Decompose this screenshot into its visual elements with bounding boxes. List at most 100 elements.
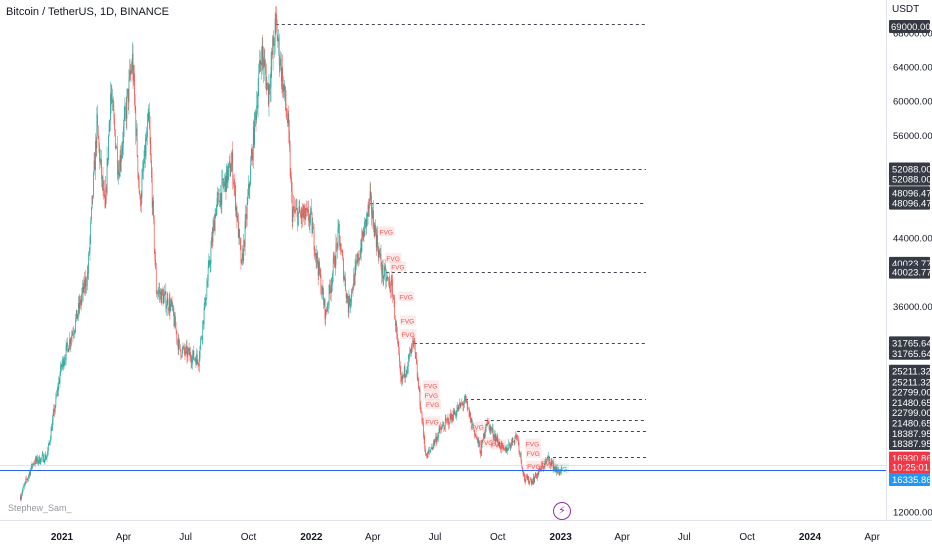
candle bbox=[389, 276, 391, 293]
candle-body bbox=[84, 278, 86, 289]
candle-body bbox=[302, 208, 303, 217]
candle-body bbox=[35, 458, 36, 465]
candle-body bbox=[316, 252, 318, 260]
candle-body bbox=[370, 191, 372, 196]
candle bbox=[471, 417, 473, 426]
candle-body bbox=[216, 198, 218, 206]
candle-body bbox=[388, 279, 390, 282]
candle-body bbox=[257, 91, 259, 109]
candle bbox=[537, 472, 538, 481]
candle bbox=[238, 221, 240, 245]
candle-body bbox=[310, 208, 312, 213]
candle-body bbox=[224, 176, 226, 182]
candle-body bbox=[119, 172, 120, 177]
candle-body bbox=[374, 224, 376, 237]
fvg-text: FVG bbox=[526, 451, 539, 458]
candle-body bbox=[50, 428, 52, 440]
candle-body bbox=[552, 461, 553, 463]
lightning-icon[interactable]: ⚡ bbox=[553, 502, 571, 520]
candle-body bbox=[276, 14, 277, 25]
candle-body bbox=[548, 455, 549, 459]
candle bbox=[98, 135, 100, 153]
candle bbox=[168, 306, 169, 315]
candle bbox=[405, 369, 407, 378]
candle bbox=[374, 221, 376, 237]
symbol-title[interactable]: Bitcoin / TetherUS, 1D, BINANCE bbox=[6, 6, 170, 18]
candle bbox=[273, 29, 275, 47]
candle-body bbox=[56, 389, 58, 395]
candle bbox=[219, 200, 221, 207]
candle-body bbox=[313, 228, 315, 251]
candle-body bbox=[267, 83, 268, 84]
candle bbox=[522, 468, 524, 477]
candle bbox=[524, 472, 525, 483]
candle bbox=[351, 288, 352, 307]
candle-body bbox=[301, 208, 303, 219]
candle bbox=[198, 362, 199, 371]
candle-body bbox=[26, 479, 27, 480]
x-tick-label: Apr bbox=[864, 532, 880, 543]
candle-body bbox=[262, 45, 264, 58]
candle-body bbox=[461, 403, 462, 404]
candle-body bbox=[368, 204, 370, 209]
candle-body bbox=[360, 248, 362, 252]
candle-body bbox=[395, 319, 396, 326]
candle-body bbox=[404, 366, 406, 377]
candle bbox=[278, 33, 280, 78]
candle bbox=[100, 158, 102, 169]
candle bbox=[24, 482, 25, 490]
candle-body bbox=[363, 231, 365, 237]
candle bbox=[308, 200, 309, 227]
candle bbox=[269, 83, 271, 95]
candle-body bbox=[124, 107, 126, 118]
candle bbox=[112, 88, 113, 111]
candle bbox=[388, 277, 389, 287]
candle-body bbox=[542, 465, 544, 469]
candle-body bbox=[132, 53, 134, 81]
candle bbox=[292, 206, 294, 227]
candle bbox=[472, 423, 474, 429]
candle-body bbox=[403, 374, 404, 376]
fvg-text: FVG bbox=[526, 442, 539, 449]
candle-body bbox=[243, 240, 245, 261]
fvg-label: FVG bbox=[385, 252, 402, 263]
candle bbox=[369, 198, 370, 217]
candle-body bbox=[235, 207, 237, 211]
candle-body bbox=[293, 205, 295, 212]
candle-body bbox=[553, 467, 555, 470]
candle-body bbox=[285, 104, 287, 112]
candle bbox=[311, 211, 313, 238]
candle bbox=[535, 472, 537, 479]
candle bbox=[298, 200, 300, 215]
candle bbox=[464, 393, 466, 403]
candle-body bbox=[103, 189, 105, 192]
fvg-label: FVG bbox=[479, 436, 496, 447]
candle-body bbox=[78, 302, 79, 315]
candle bbox=[366, 211, 368, 235]
candle-body bbox=[416, 358, 417, 365]
candle bbox=[187, 346, 189, 362]
candle bbox=[558, 468, 559, 475]
candle bbox=[71, 330, 73, 337]
candle-body bbox=[89, 236, 91, 252]
candle bbox=[526, 474, 528, 480]
candle bbox=[319, 257, 320, 277]
candle bbox=[250, 156, 251, 186]
badge-bg bbox=[889, 196, 930, 210]
candle-body bbox=[486, 424, 488, 426]
candle bbox=[39, 454, 40, 465]
candle bbox=[425, 445, 426, 457]
candle bbox=[412, 336, 413, 352]
candle bbox=[459, 398, 460, 410]
candle bbox=[392, 293, 394, 300]
candle-body bbox=[378, 250, 380, 258]
badge-text: 25211.32 bbox=[892, 367, 931, 378]
candle-body bbox=[92, 195, 94, 197]
fvg-box bbox=[552, 463, 569, 474]
candle-body bbox=[348, 295, 350, 313]
candle bbox=[146, 126, 148, 142]
candle bbox=[433, 439, 435, 447]
candle bbox=[485, 423, 487, 432]
candle bbox=[293, 194, 294, 218]
